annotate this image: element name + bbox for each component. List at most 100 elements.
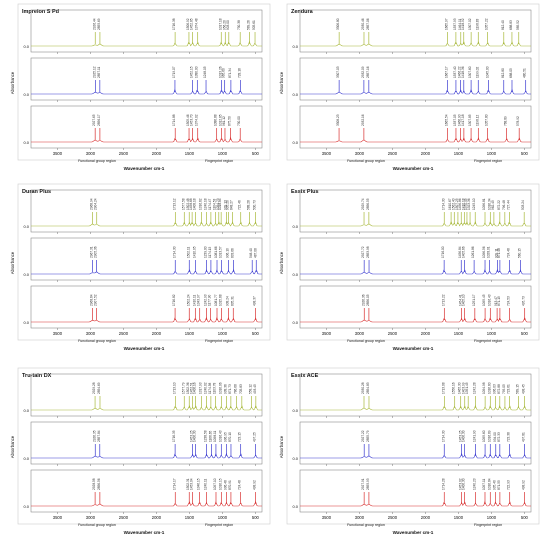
panel-title: Tru-tain DX	[22, 373, 52, 379]
peak-label: 1238.58	[204, 430, 208, 442]
peak-label: 1716.82	[172, 294, 176, 306]
peak-label: 872.33	[497, 432, 501, 442]
peak-label: 2857.84	[97, 430, 101, 442]
x-tick-label: 2500	[388, 331, 398, 336]
peak-label: 870.91	[228, 480, 232, 490]
peak-label: 1240.18	[204, 198, 208, 210]
peak-label: 1081.77	[214, 294, 218, 306]
peak-label: 487.08	[253, 248, 257, 258]
peak-label: 1452.85	[190, 18, 194, 30]
peak-label: 1713.12	[172, 198, 176, 210]
y-tick-label: 0.0	[292, 44, 298, 49]
spectrum-line	[31, 136, 262, 143]
peak-label: 795.05	[502, 384, 506, 394]
peak-label: 1410.18	[461, 198, 465, 210]
x-tick-label: 1000	[487, 515, 497, 520]
peak-label: 1665.54	[444, 114, 448, 126]
peak-label: 2927.72	[361, 246, 365, 258]
peak-label: 3307.03	[336, 66, 340, 78]
peak-label: 498.37	[253, 296, 257, 306]
peak-label: 727.44	[506, 200, 510, 210]
x-tick-label: 1500	[185, 515, 195, 520]
peak-label: 2928.58	[92, 478, 96, 490]
peak-label: 1045.00	[485, 66, 489, 78]
chart-panel: Essix ACE Absorbance 0.0 2930.28 2854.83 1713…	[279, 367, 540, 535]
x-tick-label: 1000	[487, 331, 497, 336]
peak-label: 688.05	[509, 68, 513, 78]
peak-label: 558.12	[249, 384, 253, 394]
strip-frame	[299, 237, 532, 281]
peak-label: 723.61	[507, 384, 511, 394]
peak-label: 1502.36	[186, 382, 190, 394]
peak-label: 1714.30	[441, 198, 445, 210]
peak-label: 493.45	[253, 384, 257, 394]
x-tick-label: 1500	[185, 151, 195, 156]
spectrum-line	[31, 269, 262, 275]
peak-label: 1713.10	[172, 382, 176, 394]
peak-label: 497.25	[253, 432, 257, 442]
peak-label: 2856.17	[97, 114, 101, 126]
functional-group-region-label: Functional group region	[78, 523, 116, 527]
x-tick-label: 2500	[388, 151, 398, 156]
y-tick-label: 0.0	[292, 504, 298, 509]
peak-label: 913.47	[494, 296, 498, 306]
y-tick-label: 0.0	[23, 320, 29, 325]
x-tick-label: 3500	[322, 331, 332, 336]
spectrum-strip: 0.0 2968.64 2907.52 1716.82 1502.24 1410.11 13…	[23, 285, 263, 336]
spectrum-strip: 0.0 2930.28 2854.83 1713.08 1556.16 1465.30 14…	[292, 373, 532, 418]
peak-label: 2907.52	[94, 294, 98, 306]
x-tick-label: 1000	[218, 151, 228, 156]
spectrum-line	[300, 88, 531, 95]
peak-label: 1577.58	[181, 198, 185, 210]
peak-label: 909.11	[494, 248, 498, 258]
spectrum-line	[300, 404, 531, 411]
y-tick-label: 0.0	[292, 272, 298, 277]
peak-label: 1456.86	[458, 198, 462, 210]
peak-label: 1086.88	[214, 114, 218, 126]
peak-label: 588.28	[247, 200, 251, 210]
y-tick-label: 0.0	[23, 92, 29, 97]
spectrum-line	[31, 40, 262, 47]
peak-label: 1016.34	[487, 198, 491, 210]
peak-label: 1713.22	[441, 294, 445, 306]
peak-label: 1502.31	[186, 478, 190, 490]
peak-label: 495.73	[522, 296, 526, 306]
functional-group-region-label: Functional group region	[78, 159, 116, 163]
spectrum-strip: 0.0 2925.12 2857.11 1719.07 1452.15 1380.00 12…	[23, 57, 263, 102]
peak-label: 1405.66	[462, 246, 466, 258]
peak-label: 1251.17	[472, 294, 476, 306]
peak-label: 934.00	[493, 432, 497, 442]
peak-label: 2855.93	[366, 478, 370, 490]
peak-label: 1453.04	[189, 478, 193, 490]
y-axis-label: Absorbance	[279, 71, 284, 94]
spectrum-strip: 0.0 2967.31 2905.36 1714.30 1502.11 1410.05 12…	[23, 237, 263, 282]
peak-label: 2926.44	[92, 18, 96, 30]
x-tick-label: 3500	[53, 331, 63, 336]
spectrum-strip: 0.0 2968.94 2904.24 1713.12 1577.58 1502.4814…	[23, 189, 263, 234]
peak-label: 1502.11	[186, 246, 190, 258]
peak-label: 871.73	[228, 384, 232, 394]
peak-label: 1577.79	[181, 382, 185, 394]
peak-label: 498.45	[522, 384, 526, 394]
peak-label: 961.12	[222, 116, 226, 126]
spectrum-strip: 0.0 2927.72 2853.98 1716.00 1456.84 1405.66 12…	[292, 237, 532, 282]
peak-label: 1714.30	[441, 430, 445, 442]
spectrum-strip: 0.0 3308.23 2932.16 1665.54 1537.05 1466.90 14…	[292, 105, 532, 156]
peak-label: 1410.05	[192, 246, 196, 258]
x-tick-label: 3000	[86, 515, 96, 520]
x-tick-label: 2000	[152, 151, 162, 156]
strip-frame	[299, 285, 532, 329]
peak-label: 962.45	[491, 200, 495, 210]
peak-label: 1261.86	[471, 246, 475, 258]
peak-label: 1610.67	[448, 198, 452, 210]
panel-frame	[17, 367, 271, 525]
peak-label: 875.50	[228, 116, 232, 126]
peak-label: 548.40	[249, 248, 253, 258]
panel-title: Essix ACE	[291, 373, 319, 379]
peak-label: 705.83	[239, 384, 243, 394]
peak-label: 1242.28	[472, 382, 476, 394]
peak-label: 1095.60	[482, 430, 486, 442]
peak-label: 1418.36	[461, 66, 465, 78]
